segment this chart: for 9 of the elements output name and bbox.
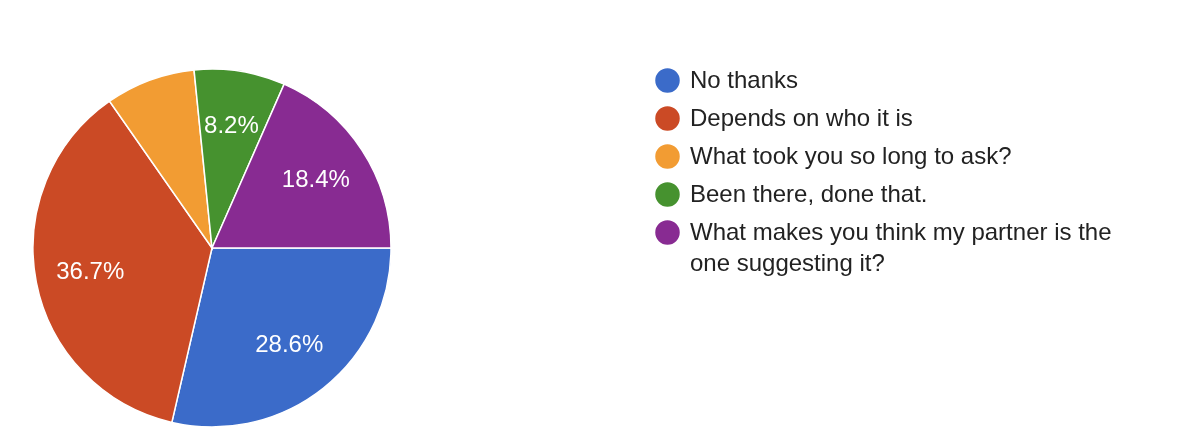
data-label: 18.4% [281, 165, 350, 193]
legend-label: Been there, done that. [690, 179, 928, 207]
data-label: 36.7% [56, 256, 125, 284]
legend-label: No thanks [690, 65, 799, 93]
data-label: 8.2% [204, 110, 259, 138]
legend-label: Depends on who it is [690, 103, 913, 131]
data-label: 28.6% [255, 330, 324, 358]
legend-label: What took you so long to ask? [690, 141, 1012, 169]
legend-label: What makes you think my partner is the one suggesting it? [690, 217, 1112, 276]
